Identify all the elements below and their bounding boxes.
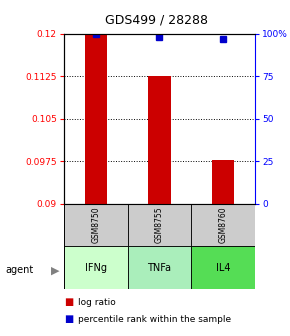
- Bar: [128, 204, 191, 246]
- Bar: [85, 34, 107, 204]
- Text: ▶: ▶: [51, 265, 59, 276]
- Text: IFNg: IFNg: [85, 263, 107, 273]
- Bar: [128, 246, 191, 289]
- Text: IL4: IL4: [216, 263, 231, 273]
- Text: log ratio: log ratio: [78, 298, 116, 307]
- Text: GSM8750: GSM8750: [91, 207, 100, 244]
- Bar: [64, 204, 128, 246]
- Text: agent: agent: [6, 265, 34, 276]
- Bar: [191, 204, 255, 246]
- Bar: [212, 160, 234, 204]
- Text: GSM8760: GSM8760: [219, 207, 228, 244]
- Text: ■: ■: [64, 314, 73, 324]
- Text: GSM8755: GSM8755: [155, 207, 164, 244]
- Text: percentile rank within the sample: percentile rank within the sample: [78, 315, 231, 324]
- Text: TNFa: TNFa: [148, 263, 171, 273]
- Bar: [148, 76, 171, 204]
- Text: GDS499 / 28288: GDS499 / 28288: [105, 14, 208, 27]
- Text: ■: ■: [64, 297, 73, 307]
- Bar: [64, 246, 128, 289]
- Bar: [191, 246, 255, 289]
